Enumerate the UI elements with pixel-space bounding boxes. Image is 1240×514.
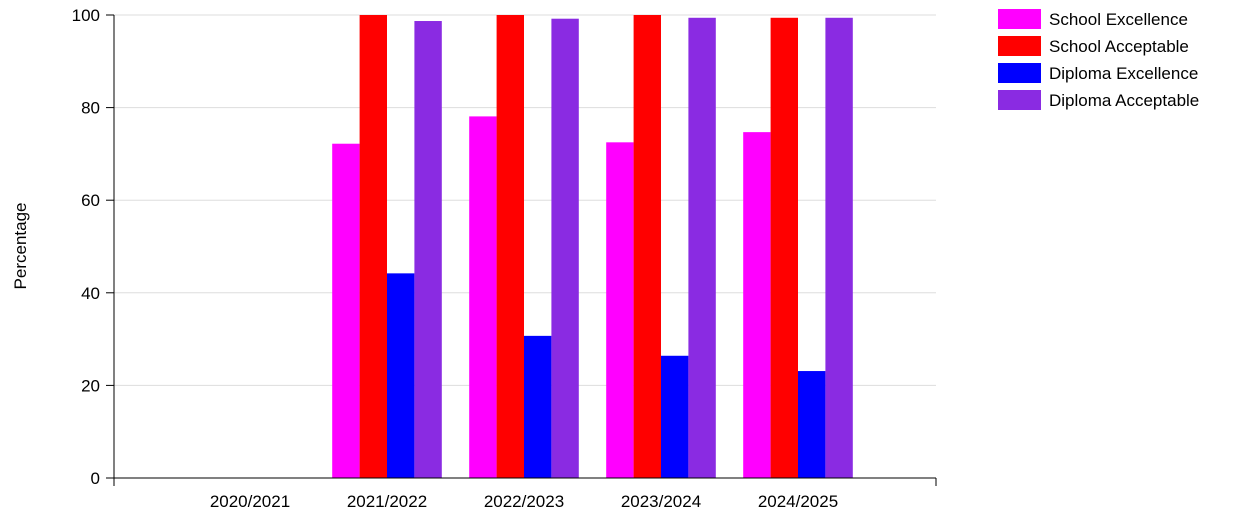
bar bbox=[387, 273, 415, 478]
y-tick-label: 80 bbox=[81, 99, 100, 118]
bar bbox=[770, 17, 798, 478]
axes bbox=[113, 15, 936, 479]
legend-label: School Acceptable bbox=[1049, 37, 1189, 56]
legend-swatch bbox=[998, 63, 1041, 83]
y-axis-ticks: 0 20 40 60 80 100 bbox=[72, 6, 114, 488]
y-tick-label: 0 bbox=[91, 469, 100, 488]
bar bbox=[661, 355, 689, 478]
legend-label: Diploma Acceptable bbox=[1049, 91, 1199, 110]
y-tick-label: 40 bbox=[81, 284, 100, 303]
bar bbox=[825, 17, 853, 478]
legend-swatch bbox=[998, 36, 1041, 56]
x-axis-ticks: 2020/2021 2021/2022 2022/2023 2023/2024 2024… bbox=[113, 478, 937, 511]
bar bbox=[606, 142, 634, 478]
x-tick-label: 2024/2025 bbox=[758, 492, 838, 511]
bar bbox=[524, 335, 552, 478]
grid-lines bbox=[114, 14, 936, 386]
bar bbox=[551, 18, 579, 478]
bar bbox=[332, 143, 360, 479]
bar bbox=[688, 17, 716, 478]
bar bbox=[496, 15, 524, 478]
y-tick-label: 60 bbox=[81, 191, 100, 210]
x-tick-label: 2022/2023 bbox=[484, 492, 564, 511]
bar bbox=[633, 15, 661, 478]
y-tick-label: 100 bbox=[72, 6, 100, 25]
bar bbox=[743, 132, 771, 478]
legend-swatch bbox=[998, 90, 1041, 110]
bar bbox=[469, 116, 497, 478]
x-tick-label: 2021/2022 bbox=[347, 492, 427, 511]
y-tick-label: 20 bbox=[81, 376, 100, 395]
bars bbox=[332, 15, 853, 479]
legend: School Excellence School Acceptable Diplom… bbox=[998, 9, 1199, 110]
legend-swatch bbox=[998, 9, 1041, 29]
x-tick-label: 2023/2024 bbox=[621, 492, 701, 511]
bar bbox=[798, 371, 826, 478]
bar bbox=[414, 21, 442, 478]
legend-label: Diploma Excellence bbox=[1049, 64, 1198, 83]
y-axis-label: Percentage bbox=[11, 203, 30, 290]
bar bbox=[359, 15, 387, 478]
x-tick-label: 2020/2021 bbox=[210, 492, 290, 511]
legend-label: School Excellence bbox=[1049, 10, 1188, 29]
